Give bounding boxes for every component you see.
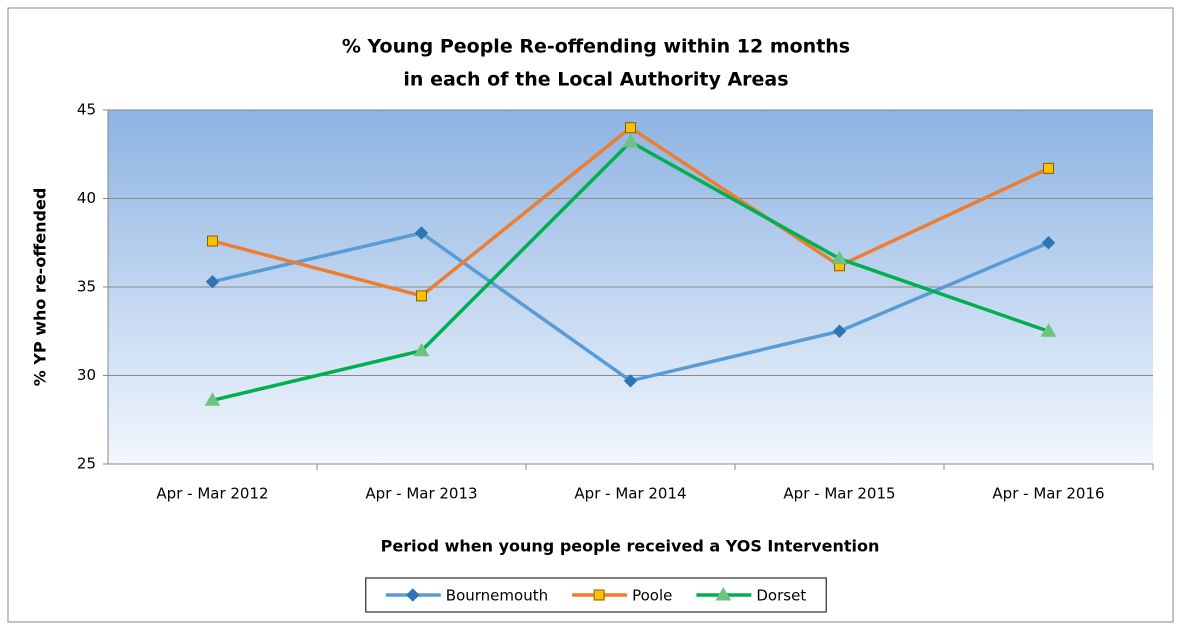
y-tick-label: 35	[77, 278, 96, 296]
y-axis-label: % YP who re-offended	[31, 188, 50, 387]
legend-item: Dorset	[696, 587, 806, 605]
marker	[1043, 162, 1054, 174]
marker	[413, 342, 430, 357]
y-tick-label: 45	[77, 101, 96, 119]
marker	[416, 290, 427, 302]
marker	[204, 392, 221, 406]
x-tick-label: Apr - Mar 2014	[574, 485, 686, 503]
marker	[414, 226, 429, 240]
chart-title: in each of the Local Authority Areas	[403, 69, 788, 91]
marker	[625, 122, 636, 134]
marker	[831, 250, 848, 265]
legend-label: Poole	[632, 587, 672, 605]
chart-title: % Young People Re-offending within 12 mo…	[342, 36, 850, 58]
marker	[715, 587, 732, 601]
marker	[623, 374, 638, 388]
legend-item: Poole	[572, 587, 672, 605]
x-tick-label: Apr - Mar 2012	[156, 485, 268, 503]
legend-label: Bournemouth	[446, 587, 548, 605]
marker	[1040, 323, 1057, 337]
marker	[832, 324, 847, 338]
x-tick-label: Apr - Mar 2015	[783, 485, 895, 503]
x-tick-label: Apr - Mar 2013	[365, 485, 477, 503]
marker	[205, 274, 220, 289]
marker	[207, 235, 218, 247]
marker	[622, 133, 639, 148]
marker	[593, 589, 605, 601]
y-tick-label: 25	[77, 455, 96, 473]
y-tick-label: 40	[77, 189, 96, 207]
legend-label: Dorset	[756, 587, 806, 605]
x-axis-label: Period when young people received a YOS …	[381, 537, 880, 556]
y-tick-label: 30	[77, 366, 96, 384]
legend: Bournemouth Poole Dorset	[365, 577, 827, 613]
x-tick-label: Apr - Mar 2016	[992, 485, 1104, 503]
legend-item: Bournemouth	[385, 587, 548, 605]
marker	[406, 588, 420, 602]
marker	[1041, 236, 1056, 250]
